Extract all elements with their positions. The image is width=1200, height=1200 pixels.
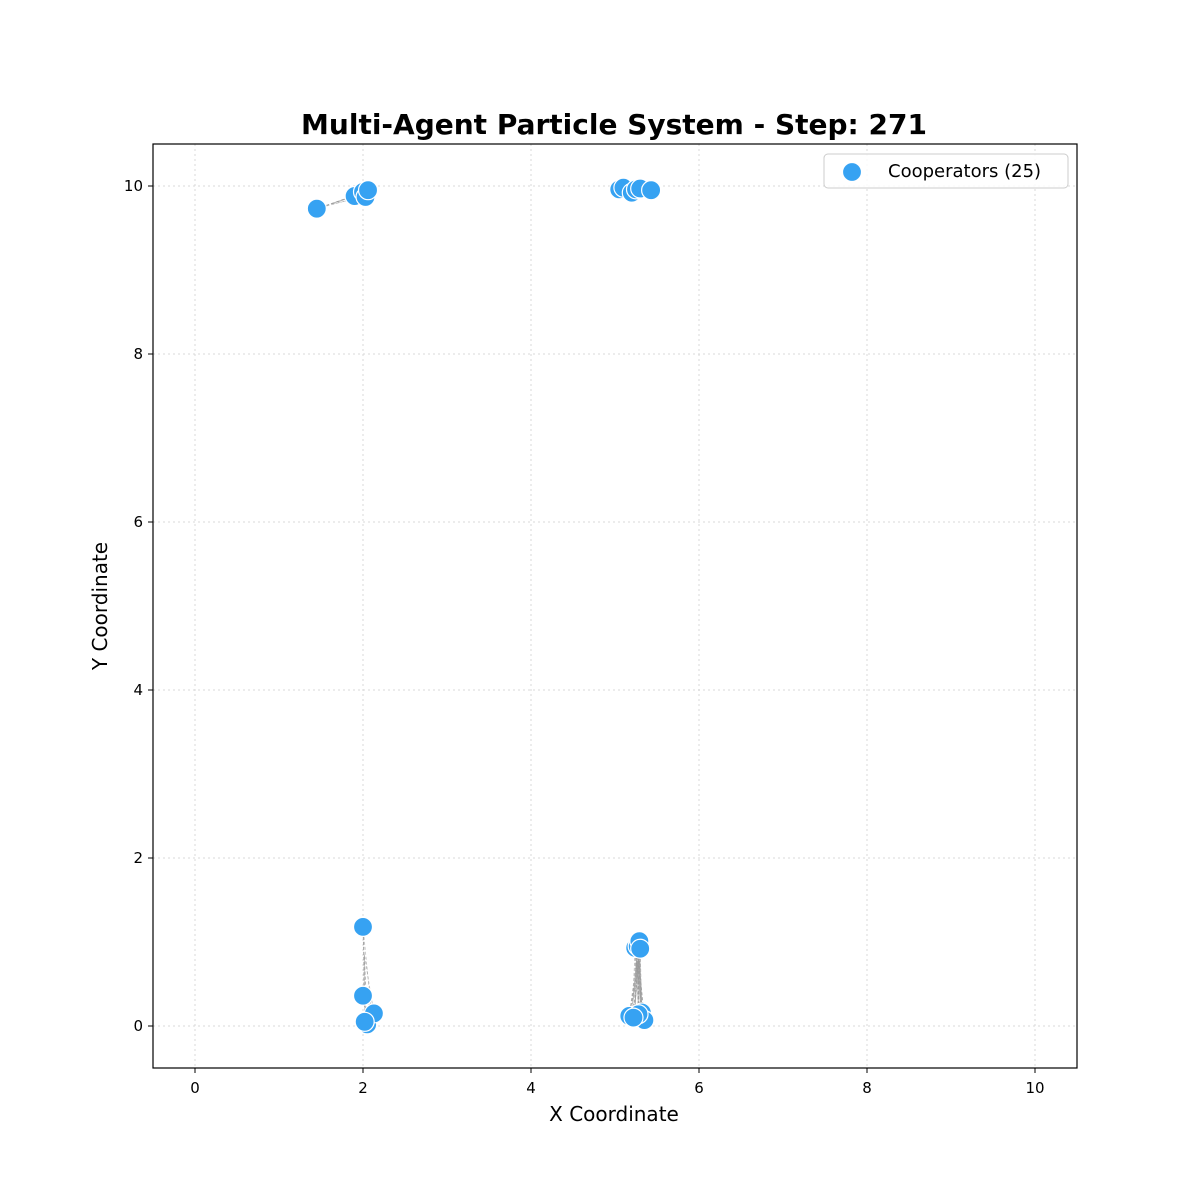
- legend-box: [823, 153, 1069, 189]
- x-tick-label: 2: [358, 1079, 368, 1097]
- legend-marker: [841, 161, 863, 183]
- y-tick-label: 10: [124, 177, 143, 195]
- agent-trail: [638, 963, 645, 1021]
- y-tick-label: 6: [133, 513, 143, 531]
- agent-point: [630, 938, 651, 959]
- agent-trail: [637, 948, 641, 1003]
- agent-trail: [639, 948, 643, 1007]
- agent-trail: [633, 961, 639, 1018]
- x-axis-label: X Coordinate: [549, 1102, 679, 1126]
- y-tick-label: 4: [133, 681, 143, 699]
- x-tick-label: 10: [1025, 1079, 1044, 1097]
- agent-trail: [633, 962, 637, 1018]
- agent-trail: [633, 963, 640, 1018]
- agent-trail: [632, 946, 639, 1004]
- agent-trail: [638, 963, 640, 1015]
- agent-trail: [628, 962, 637, 1016]
- plot-area-frame: [152, 143, 1078, 1069]
- legend: Cooperators (25): [823, 153, 1069, 189]
- x-tick-label: 4: [526, 1079, 536, 1097]
- agent-point: [641, 180, 662, 201]
- agent-point: [352, 985, 374, 1006]
- agent-point: [352, 916, 374, 937]
- agent-point: [623, 1007, 644, 1028]
- agent-trail: [638, 963, 643, 1013]
- agent-trail: [331, 195, 355, 205]
- axis-ticks: 0 2 4 6 8 10 0 2 4 6 8 10: [124, 177, 1045, 1097]
- y-tick-label: 2: [133, 849, 143, 867]
- y-tick-label: 8: [133, 345, 143, 363]
- agent-points: [306, 177, 662, 1035]
- y-axis-label: Y Coordinate: [88, 542, 112, 671]
- chart-title: Multi-Agent Particle System - Step: 271: [301, 108, 927, 141]
- y-tick-label: 0: [133, 1017, 143, 1035]
- x-tick-label: 8: [862, 1079, 872, 1097]
- x-tick-label: 6: [694, 1079, 704, 1097]
- grid: [153, 144, 1077, 1068]
- legend-label: Cooperators (25): [888, 161, 1041, 182]
- agent-trail: [637, 961, 639, 1015]
- agent-point: [357, 180, 379, 201]
- agent-point: [306, 198, 327, 219]
- agent-trail: [635, 962, 639, 1015]
- x-tick-label: 0: [190, 1079, 200, 1097]
- agent-trail: [632, 947, 636, 1004]
- agent-point: [354, 1011, 375, 1032]
